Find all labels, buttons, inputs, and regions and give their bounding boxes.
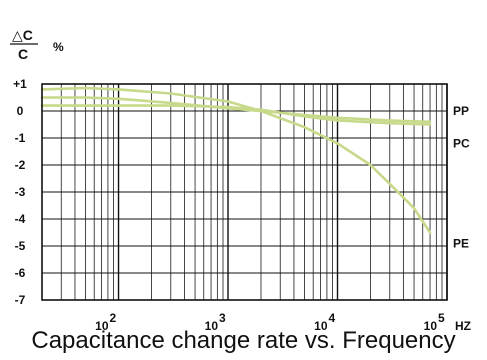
y-axis-label-numerator: △C	[12, 27, 33, 43]
y-tick-label: -1	[15, 131, 26, 145]
x-tick-base: 10	[424, 319, 438, 333]
plot-area-border	[41, 83, 448, 301]
series-label-pp: PP	[453, 104, 469, 118]
y-tick-label: 0	[17, 104, 24, 118]
x-tick-exponent: 4	[329, 311, 336, 325]
x-tick-exponent: 5	[438, 311, 445, 325]
series-line-pc	[40, 104, 432, 126]
series-label-pc: PC	[453, 136, 470, 150]
y-tick-label: -6	[15, 266, 26, 280]
x-tick-label: 105	[424, 311, 445, 333]
series-line-pe	[40, 86, 432, 234]
y-axis-label-unit: %	[53, 40, 64, 54]
x-tick-label: 103	[205, 311, 226, 333]
y-tick-label: -5	[15, 239, 26, 253]
x-tick-label: 102	[95, 311, 116, 333]
y-tick-label: -4	[15, 212, 26, 226]
x-tick-base: 10	[314, 319, 328, 333]
y-tick-labels: +1 0 -1 -2 -3 -4 -5 -6 -7	[13, 77, 27, 307]
chart-series-layer	[40, 86, 432, 234]
x-tick-base: 10	[205, 319, 219, 333]
series-labels: PP PC PE	[453, 104, 470, 250]
x-tick-label: 104	[314, 311, 335, 333]
x-tick-exponent: 3	[219, 311, 226, 325]
chart-caption: Capacitance change rate vs. Frequency	[31, 327, 456, 354]
y-tick-label: -3	[15, 185, 26, 199]
series-label-pe: PE	[453, 236, 469, 250]
y-tick-label: +1	[13, 77, 27, 91]
y-tick-label: -2	[15, 158, 26, 172]
y-tick-label: -7	[15, 293, 26, 307]
x-axis-unit-label: HZ	[455, 319, 471, 333]
x-tick-exponent: 2	[110, 311, 117, 325]
chart-grid-major	[42, 83, 448, 301]
x-tick-base: 10	[95, 319, 109, 333]
series-line-pp	[40, 96, 432, 124]
y-axis-label-denominator: C	[18, 46, 28, 62]
